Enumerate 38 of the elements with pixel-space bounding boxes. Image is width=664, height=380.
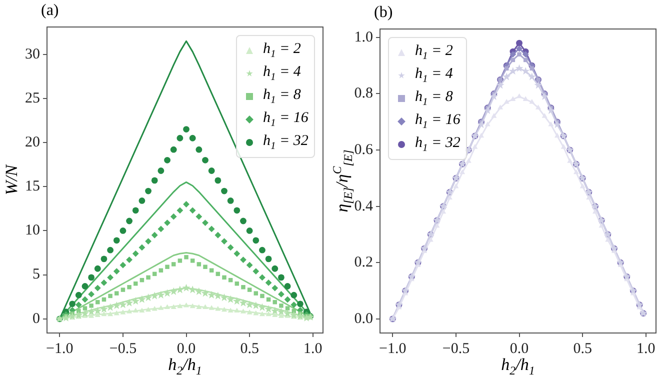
y-tick-label: 0 — [32, 310, 40, 327]
legend-label: h$_{1}$ = 8 — [263, 87, 301, 106]
legend-label: h$_{1}$ = 4 — [415, 66, 453, 85]
x-tick-label: −1.0 — [379, 340, 406, 357]
y-tick-label: 0.8 — [354, 86, 373, 102]
y-axis-title: W/N — [2, 164, 22, 196]
y-tick-label: 0.6 — [354, 142, 374, 158]
x-tick-label: −0.5 — [109, 340, 137, 357]
y-tick-label: 0.0 — [354, 310, 373, 327]
legend-label: h$_{1}$ = 16 — [263, 110, 308, 129]
x-tick-label: −0.5 — [442, 340, 470, 357]
y-tick-label: 30 — [25, 46, 40, 62]
legend-label: h$_{1}$ = 8 — [415, 89, 453, 108]
legend-label: h$_{1}$ = 4 — [263, 64, 301, 83]
y-tick-label: 10 — [25, 222, 40, 239]
chart-title: (b) — [374, 4, 393, 22]
y-tick-label: 5 — [32, 266, 40, 283]
x-tick-label: 0.5 — [573, 340, 592, 357]
x-tick-label: 0.0 — [510, 340, 529, 357]
y-tick-label: 25 — [25, 90, 40, 106]
x-tick-label: 0.0 — [176, 340, 196, 357]
x-tick-label: 1.0 — [303, 340, 322, 357]
x-tick-label: 1.0 — [636, 340, 656, 357]
x-tick-label: −1.0 — [46, 340, 74, 357]
legend-label: h$_{1}$ = 16 — [415, 112, 460, 131]
y-tick-label: 0.4 — [354, 198, 374, 214]
chart-title: (a) — [41, 2, 59, 20]
x-axis-title: h$_{2}$/h$_{1}$ — [168, 355, 202, 378]
legend-label: h$_{1}$ = 2 — [415, 43, 453, 62]
y-tick-label: 1.0 — [354, 29, 373, 46]
y-tick-label: 20 — [25, 134, 40, 150]
y-tick-label: 15 — [25, 178, 40, 195]
legend-label: h$_{1}$ = 32 — [415, 135, 460, 154]
legend-label: h$_{1}$ = 32 — [263, 133, 308, 152]
x-axis-title: h$_{2}$/h$_{1}$ — [501, 355, 535, 378]
x-tick-label: 0.5 — [240, 340, 259, 357]
legend-label: h$_{1}$ = 2 — [263, 41, 301, 60]
y-tick-label: 0.2 — [354, 254, 373, 271]
